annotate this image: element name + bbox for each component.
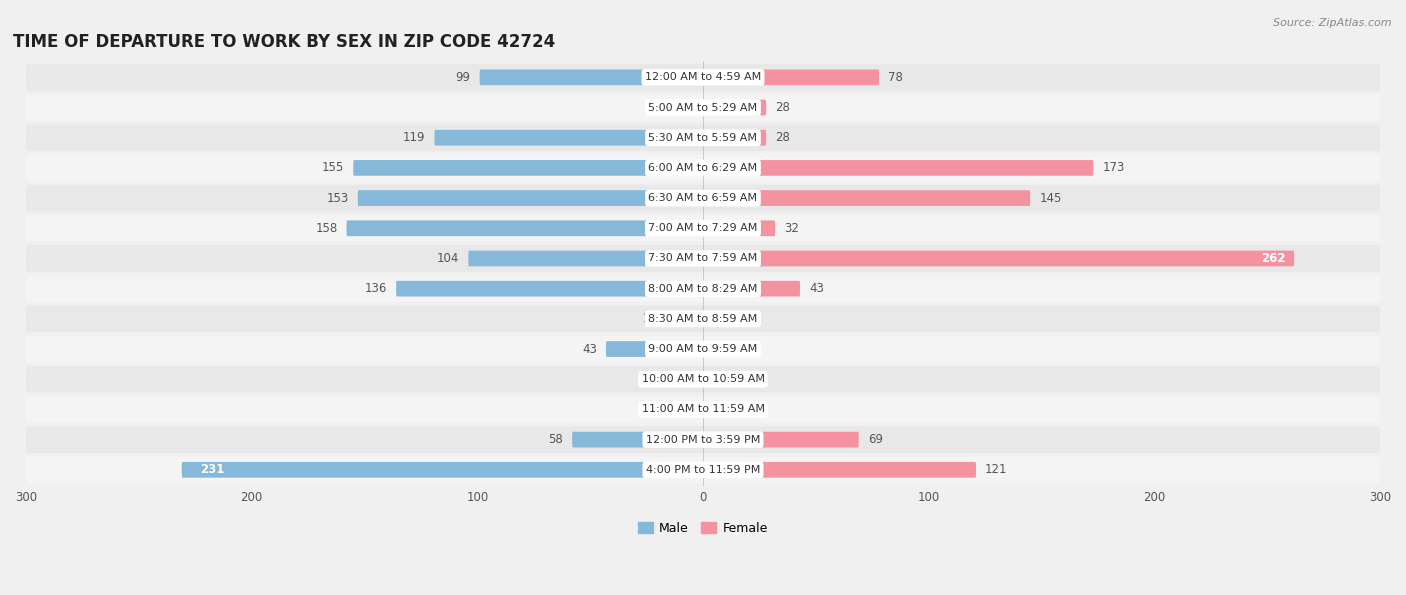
Text: 0: 0	[668, 372, 676, 386]
FancyBboxPatch shape	[27, 427, 1379, 453]
FancyBboxPatch shape	[703, 190, 1031, 206]
FancyBboxPatch shape	[27, 124, 1379, 151]
FancyBboxPatch shape	[606, 341, 703, 357]
Text: 12:00 AM to 4:59 AM: 12:00 AM to 4:59 AM	[645, 73, 761, 82]
Text: 5:30 AM to 5:59 AM: 5:30 AM to 5:59 AM	[648, 133, 758, 143]
Text: 13: 13	[741, 343, 756, 356]
Text: 58: 58	[548, 433, 562, 446]
Text: 10:00 AM to 10:59 AM: 10:00 AM to 10:59 AM	[641, 374, 765, 384]
Text: 6:30 AM to 6:59 AM: 6:30 AM to 6:59 AM	[648, 193, 758, 203]
Text: 231: 231	[200, 464, 224, 477]
Text: TIME OF DEPARTURE TO WORK BY SEX IN ZIP CODE 42724: TIME OF DEPARTURE TO WORK BY SEX IN ZIP …	[13, 33, 555, 51]
Text: 145: 145	[1039, 192, 1062, 205]
FancyBboxPatch shape	[27, 64, 1379, 90]
FancyBboxPatch shape	[703, 402, 721, 417]
FancyBboxPatch shape	[27, 185, 1379, 211]
FancyBboxPatch shape	[703, 160, 1094, 176]
Text: 104: 104	[437, 252, 460, 265]
Legend: Male, Female: Male, Female	[633, 516, 773, 540]
FancyBboxPatch shape	[27, 336, 1379, 362]
Text: 43: 43	[582, 343, 598, 356]
Text: 28: 28	[775, 101, 790, 114]
Text: 8:00 AM to 8:29 AM: 8:00 AM to 8:29 AM	[648, 284, 758, 294]
Text: 12:00 PM to 3:59 PM: 12:00 PM to 3:59 PM	[645, 434, 761, 444]
Text: 136: 136	[364, 282, 387, 295]
FancyBboxPatch shape	[27, 366, 1379, 393]
FancyBboxPatch shape	[468, 250, 703, 267]
FancyBboxPatch shape	[27, 275, 1379, 302]
Text: 43: 43	[808, 282, 824, 295]
FancyBboxPatch shape	[181, 462, 703, 478]
Text: 158: 158	[315, 222, 337, 235]
Text: 0: 0	[730, 403, 738, 416]
Text: 78: 78	[889, 71, 903, 84]
FancyBboxPatch shape	[434, 130, 703, 146]
FancyBboxPatch shape	[27, 245, 1379, 272]
FancyBboxPatch shape	[703, 371, 721, 387]
Text: 7:00 AM to 7:29 AM: 7:00 AM to 7:29 AM	[648, 223, 758, 233]
Text: 8:30 AM to 8:59 AM: 8:30 AM to 8:59 AM	[648, 314, 758, 324]
FancyBboxPatch shape	[353, 160, 703, 176]
FancyBboxPatch shape	[703, 462, 976, 478]
FancyBboxPatch shape	[703, 432, 859, 447]
Text: 0: 0	[730, 372, 738, 386]
Text: 5:00 AM to 5:29 AM: 5:00 AM to 5:29 AM	[648, 102, 758, 112]
FancyBboxPatch shape	[27, 456, 1379, 483]
FancyBboxPatch shape	[666, 311, 703, 327]
FancyBboxPatch shape	[27, 396, 1379, 422]
FancyBboxPatch shape	[685, 371, 703, 387]
Text: 262: 262	[1261, 252, 1285, 265]
Text: 4:00 PM to 11:59 PM: 4:00 PM to 11:59 PM	[645, 465, 761, 475]
FancyBboxPatch shape	[703, 100, 766, 115]
FancyBboxPatch shape	[346, 220, 703, 236]
FancyBboxPatch shape	[396, 281, 703, 296]
Text: 9:00 AM to 9:59 AM: 9:00 AM to 9:59 AM	[648, 344, 758, 354]
Text: 0: 0	[730, 312, 738, 325]
Text: 119: 119	[404, 131, 426, 144]
Text: 16: 16	[643, 312, 658, 325]
FancyBboxPatch shape	[703, 311, 721, 327]
Text: 69: 69	[868, 433, 883, 446]
FancyBboxPatch shape	[685, 100, 703, 115]
FancyBboxPatch shape	[357, 190, 703, 206]
Text: 28: 28	[775, 131, 790, 144]
Text: 121: 121	[986, 464, 1008, 477]
Text: Source: ZipAtlas.com: Source: ZipAtlas.com	[1274, 18, 1392, 28]
FancyBboxPatch shape	[703, 70, 879, 85]
Text: 155: 155	[322, 161, 344, 174]
FancyBboxPatch shape	[703, 341, 733, 357]
FancyBboxPatch shape	[572, 432, 703, 447]
FancyBboxPatch shape	[27, 215, 1379, 242]
Text: 173: 173	[1102, 161, 1125, 174]
Text: 7:30 AM to 7:59 AM: 7:30 AM to 7:59 AM	[648, 253, 758, 264]
Text: 6:00 AM to 6:29 AM: 6:00 AM to 6:29 AM	[648, 163, 758, 173]
Text: 153: 153	[326, 192, 349, 205]
FancyBboxPatch shape	[685, 402, 703, 417]
Text: 99: 99	[456, 71, 471, 84]
FancyBboxPatch shape	[27, 94, 1379, 121]
Text: 0: 0	[668, 101, 676, 114]
FancyBboxPatch shape	[703, 250, 1294, 267]
FancyBboxPatch shape	[27, 155, 1379, 181]
FancyBboxPatch shape	[703, 220, 775, 236]
FancyBboxPatch shape	[703, 130, 766, 146]
Text: 32: 32	[785, 222, 799, 235]
Text: 11:00 AM to 11:59 AM: 11:00 AM to 11:59 AM	[641, 405, 765, 415]
Text: 0: 0	[668, 403, 676, 416]
FancyBboxPatch shape	[27, 306, 1379, 332]
FancyBboxPatch shape	[703, 281, 800, 296]
FancyBboxPatch shape	[479, 70, 703, 85]
